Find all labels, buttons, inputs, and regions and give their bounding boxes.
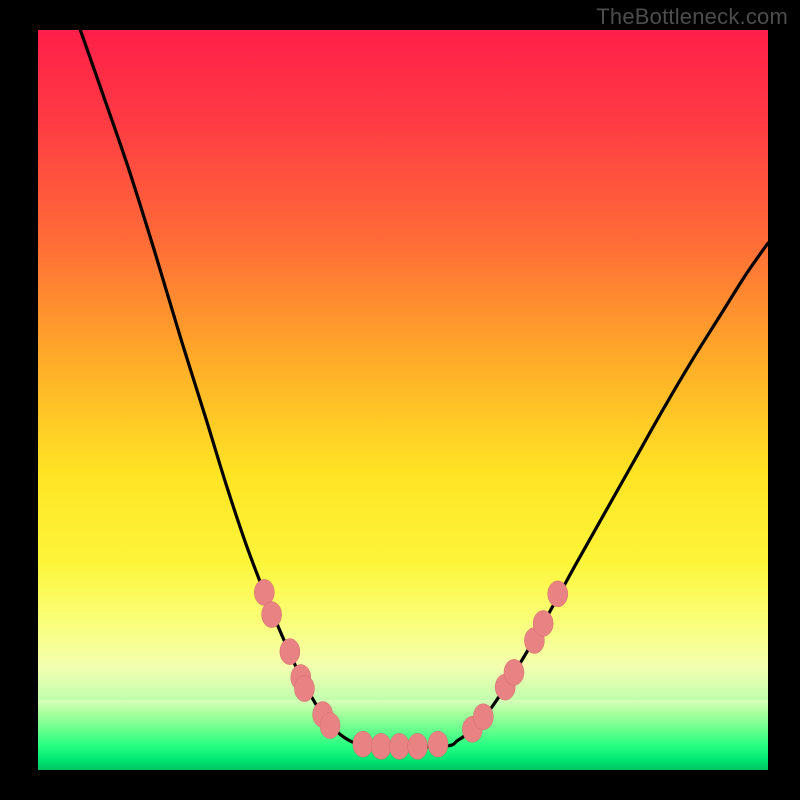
chart-stage: TheBottleneck.com [0, 0, 800, 800]
marker-bottom-3 [408, 733, 428, 759]
marker-bottom-2 [389, 733, 409, 759]
watermark-text: TheBottleneck.com [596, 4, 788, 30]
curve-layer [38, 30, 768, 770]
marker-bottom-4 [428, 731, 448, 757]
marker-bottom-1 [371, 733, 391, 759]
marker-right-5 [533, 610, 553, 636]
marker-bottom-0 [353, 731, 373, 757]
marker-right-6 [548, 581, 568, 607]
marker-left-1 [262, 602, 282, 628]
v-curve-path [80, 30, 768, 747]
plot-area [38, 30, 768, 770]
marker-right-3 [504, 659, 524, 685]
marker-right-1 [473, 704, 493, 730]
marker-left-6 [320, 713, 340, 739]
marker-left-4 [294, 676, 314, 702]
marker-left-2 [280, 639, 300, 665]
